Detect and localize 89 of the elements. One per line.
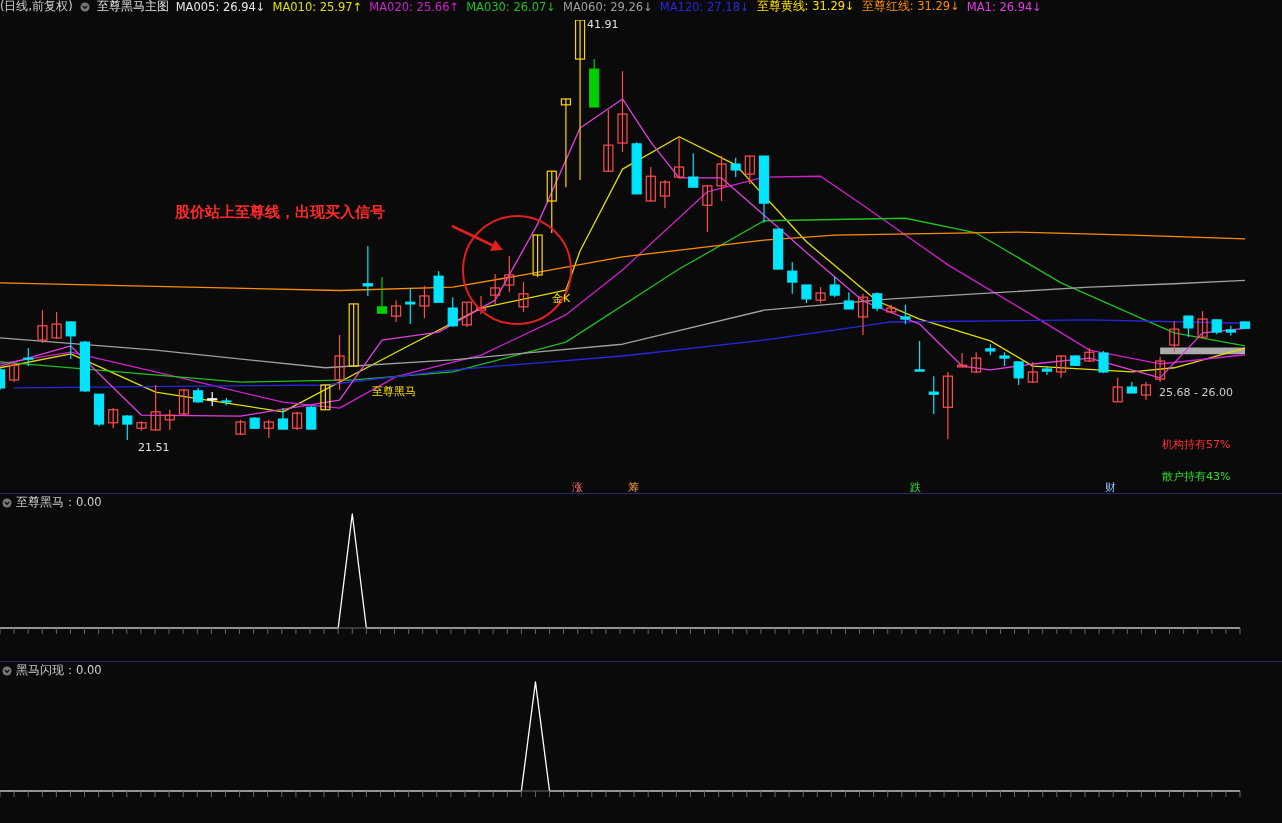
candlestick [560, 98, 572, 188]
candlestick [956, 352, 968, 368]
candlestick [1055, 354, 1067, 379]
candlestick [730, 157, 741, 178]
candlestick [645, 166, 656, 202]
candlestick [971, 351, 982, 374]
text: 筹 [627, 481, 639, 494]
text: MA030: 26.07↓ [466, 0, 556, 14]
text: MA060: 29.26↓ [562, 0, 653, 14]
candlestick [872, 291, 883, 312]
candlestick [362, 245, 373, 297]
annotation: 股价站上至尊线，出现买入信号 [174, 202, 385, 221]
candlestick [1112, 377, 1123, 403]
candlestick [405, 287, 416, 325]
candlestick [532, 234, 543, 278]
candlestick [376, 276, 388, 314]
text: MA010: 25.97↑ [272, 0, 363, 14]
annotation: 机构持有57% [1162, 438, 1231, 451]
candlestick [334, 334, 345, 391]
text: 散户持有43% [1162, 470, 1231, 483]
candlestick [1027, 361, 1038, 384]
candlestick [744, 155, 755, 185]
candlestick [1183, 315, 1194, 338]
candlestick [475, 295, 487, 315]
candlestick [518, 281, 529, 313]
text: MA005: 26.94↓ [175, 0, 266, 14]
annotation: 至尊黑马 [372, 385, 416, 398]
text: MA1: 26.94↓ [966, 0, 1042, 14]
annotation: 41.91 [587, 18, 619, 31]
chart-title: 黑马闪现：0.00 [16, 663, 102, 678]
candlestick [37, 309, 48, 344]
candlestick [178, 388, 190, 417]
text: 至尊黄线: 31.29↓ [756, 0, 855, 14]
candlestick [292, 411, 303, 431]
text: (日线,前复权) [0, 0, 73, 14]
candlestick [348, 303, 359, 367]
chart-title: 至尊黑马主图 [96, 0, 169, 14]
text: MA020: 25.66↑ [369, 0, 460, 14]
text: 财 [1104, 481, 1116, 494]
candlestick [447, 296, 458, 328]
candlestick [702, 184, 713, 233]
candlestick [1155, 356, 1166, 383]
chart-title: 至尊黑马：0.00 [16, 495, 102, 510]
candlestick [787, 261, 798, 295]
candlestick [391, 299, 402, 323]
candlestick [306, 405, 317, 430]
candlestick [574, 20, 586, 181]
candlestick [603, 109, 614, 172]
candlestick [914, 340, 925, 372]
candlestick [419, 285, 430, 319]
candlestick [23, 347, 34, 367]
candlestick [928, 375, 939, 415]
candlestick [673, 136, 685, 179]
band-label: 25.68 - 26.00 [1159, 386, 1234, 400]
candlestick [688, 152, 699, 189]
candlestick [263, 419, 274, 439]
candlestick [1013, 361, 1024, 386]
text: 跌 [909, 481, 921, 494]
candlestick [461, 301, 472, 328]
candlestick [546, 170, 557, 234]
text: 至尊红线: 31.29↓ [861, 0, 960, 14]
candlestick [51, 311, 62, 340]
candlestick [1140, 381, 1152, 401]
candlestick [617, 70, 628, 153]
candlestick [900, 304, 911, 325]
candlestick [1169, 320, 1180, 353]
text: 21.51 [138, 441, 170, 454]
candlestick [1225, 325, 1236, 337]
candlestick [164, 409, 175, 431]
candlestick [108, 407, 119, 429]
candlestick [150, 384, 161, 432]
candlestick [857, 293, 869, 336]
candlestick [122, 414, 133, 440]
candlestick [9, 362, 20, 383]
text: 涨 [571, 481, 583, 494]
candlestick [942, 371, 953, 440]
candlestick [716, 155, 727, 202]
candlestick [829, 275, 840, 298]
candlestick [504, 255, 515, 293]
text: MA120: 27.18↓ [659, 0, 750, 14]
candlestick [659, 179, 671, 209]
candlestick [1041, 365, 1053, 376]
annotation: 金K [552, 292, 571, 305]
candlestick [65, 320, 76, 360]
candlestick [277, 407, 289, 430]
candlestick [490, 273, 501, 305]
candlestick [801, 284, 812, 304]
candlestick [1197, 310, 1208, 338]
candlestick [320, 384, 331, 411]
